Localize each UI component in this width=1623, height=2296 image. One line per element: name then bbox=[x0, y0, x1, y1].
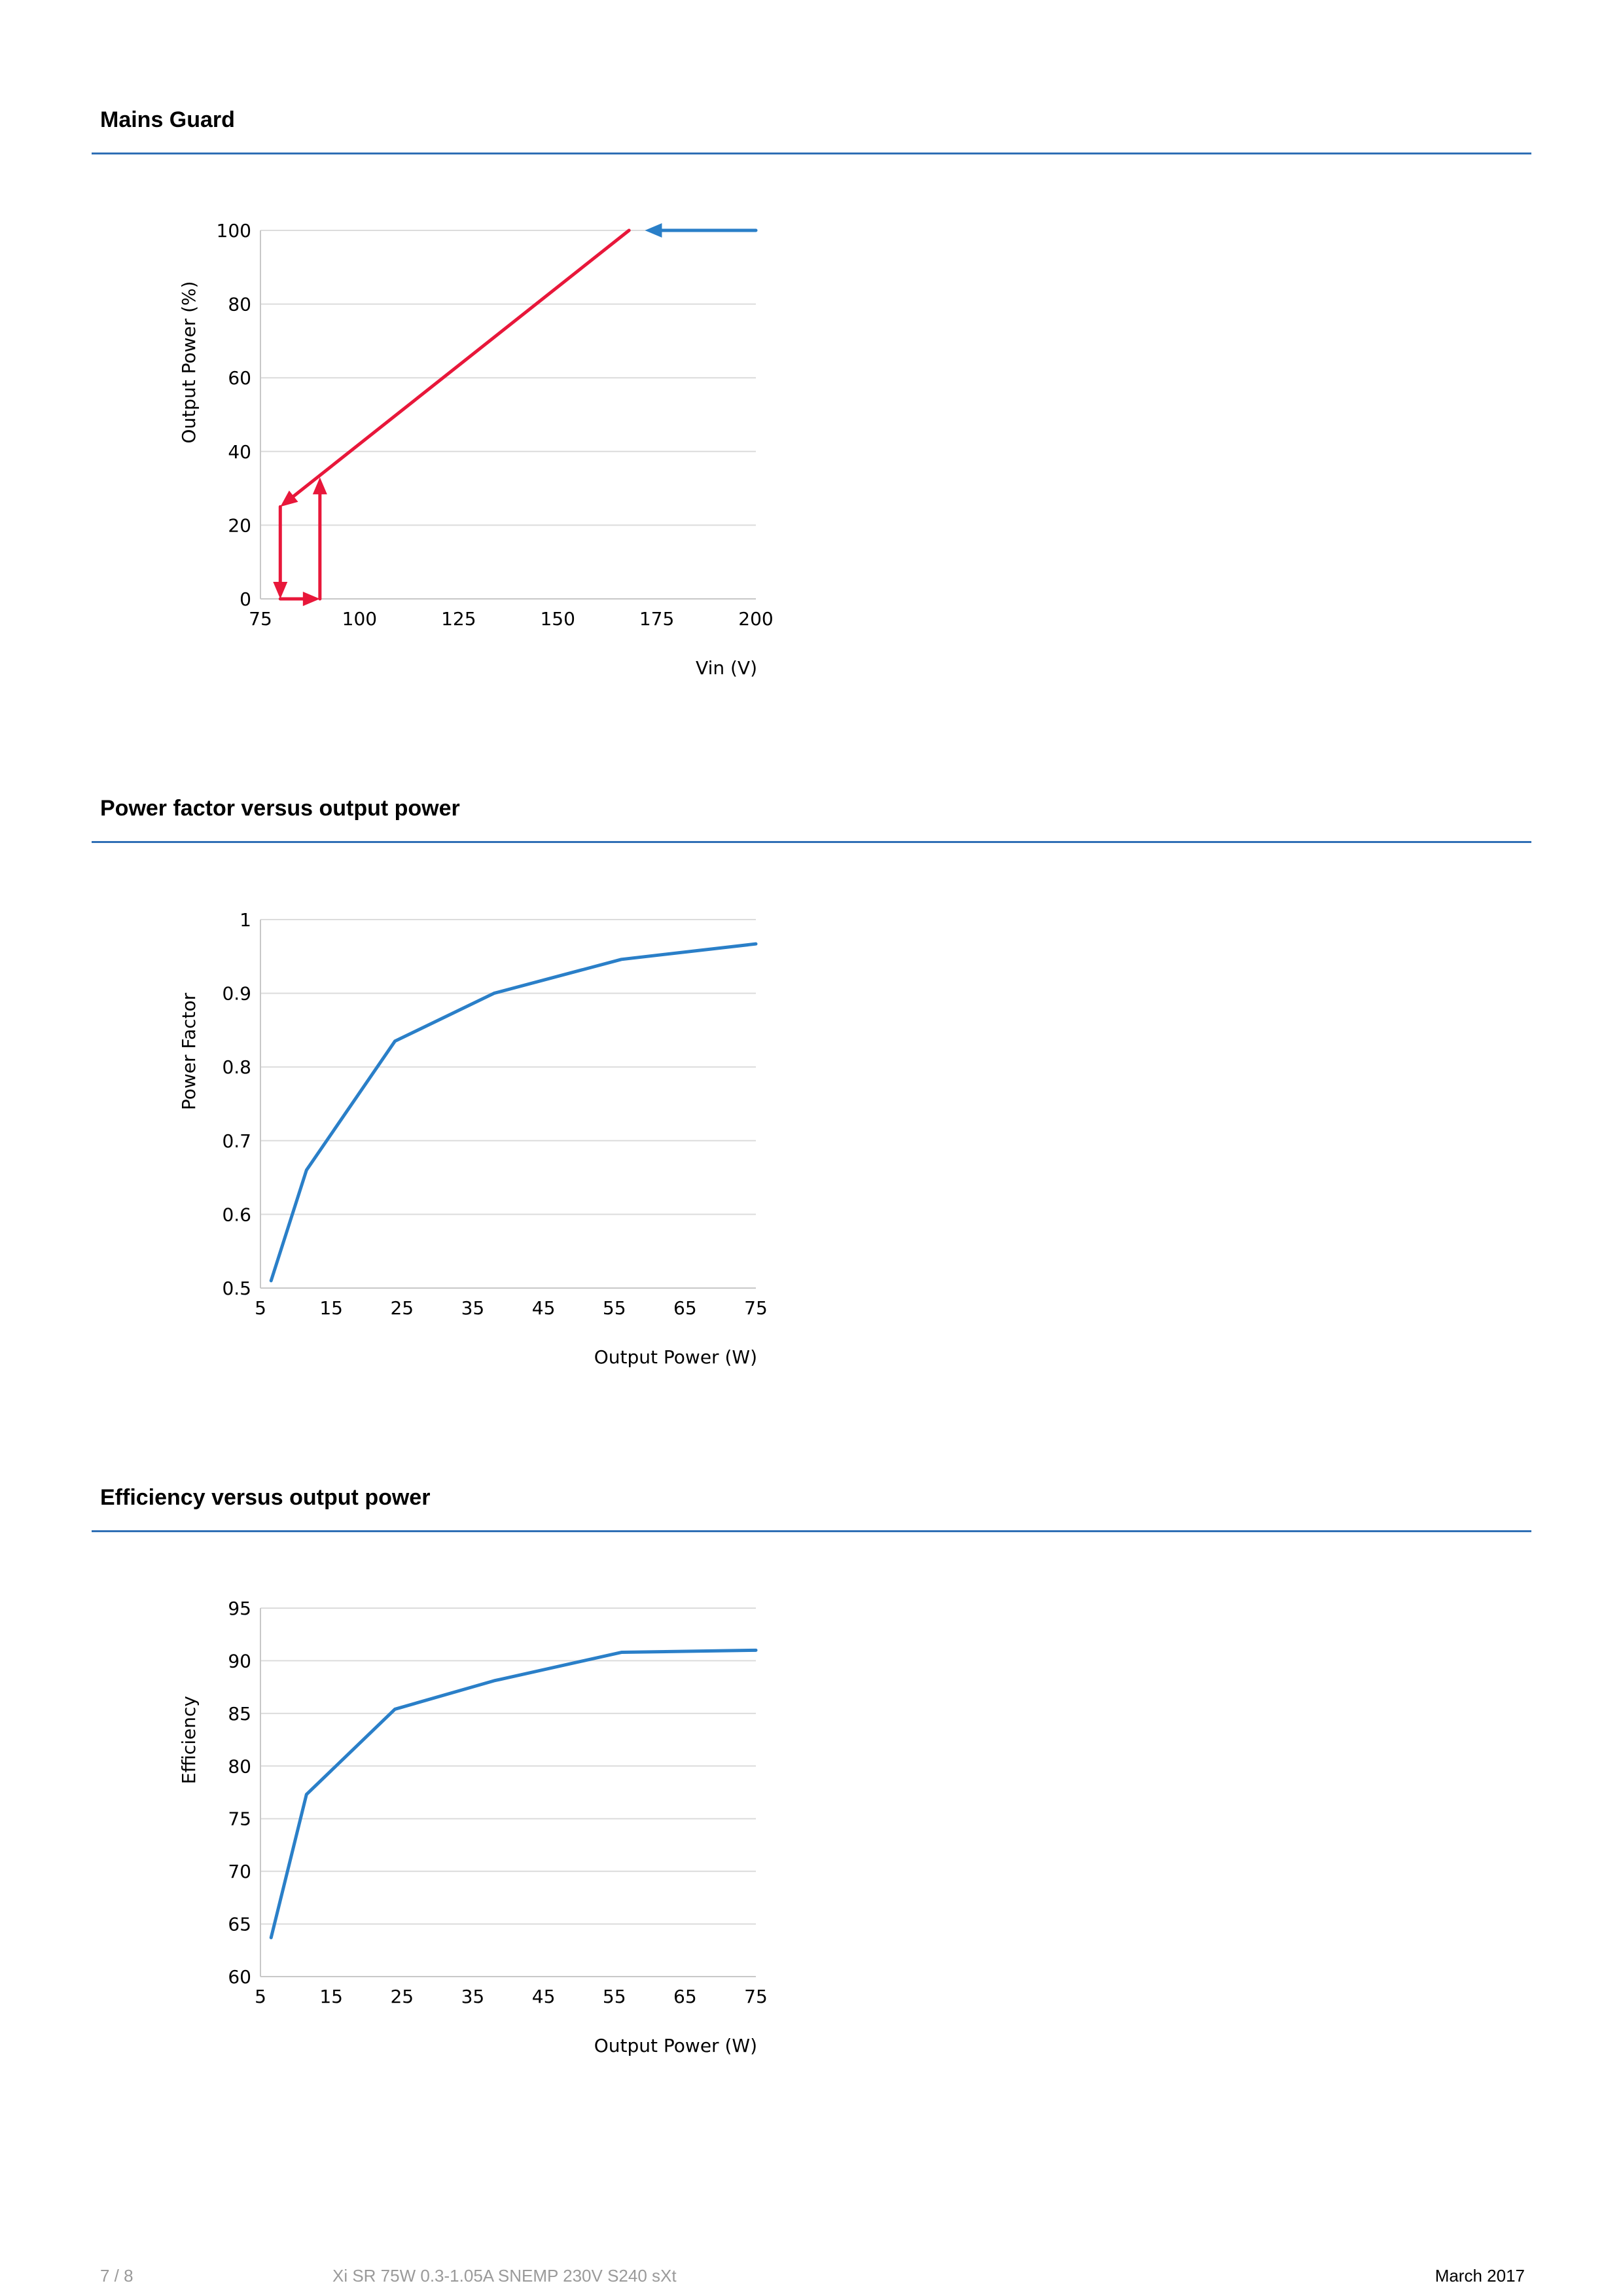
x-tick-label: 5 bbox=[255, 1986, 266, 2007]
y-tick-label: 20 bbox=[228, 514, 251, 536]
y-tick-label: 60 bbox=[228, 1966, 251, 1988]
x-tick-label: 35 bbox=[461, 1297, 485, 1319]
product-name: Xi SR 75W 0.3-1.05A SNEMP 230V S240 sXt bbox=[332, 2266, 677, 2286]
arrow-head bbox=[273, 582, 288, 599]
y-tick-label: 1 bbox=[240, 909, 251, 931]
arrow-head bbox=[312, 477, 327, 495]
page-number: 7 / 8 bbox=[100, 2266, 134, 2286]
x-tick-label: 200 bbox=[738, 608, 773, 630]
x-tick-label: 35 bbox=[461, 1986, 485, 2007]
y-tick-label: 80 bbox=[228, 1755, 251, 1777]
y-tick-label: 0.9 bbox=[222, 983, 251, 1005]
y-tick-label: 80 bbox=[228, 294, 251, 315]
series-line bbox=[269, 1648, 758, 1939]
y-tick-label: 0.7 bbox=[222, 1130, 251, 1152]
x-tick-label: 45 bbox=[532, 1297, 556, 1319]
y-tick-label: 85 bbox=[228, 1703, 251, 1725]
series-line bbox=[269, 942, 758, 1283]
arrow-head bbox=[645, 223, 662, 238]
series-segment bbox=[287, 228, 631, 501]
y-tick-label: 0.6 bbox=[222, 1204, 251, 1225]
x-tick-label: 5 bbox=[255, 1297, 266, 1319]
y-tick-label: 95 bbox=[228, 1598, 251, 1619]
x-tick-label: 65 bbox=[673, 1297, 697, 1319]
arrow-head bbox=[302, 592, 320, 606]
section-title-efficiency: Efficiency versus output power bbox=[100, 1485, 431, 1510]
y-tick-label: 75 bbox=[228, 1808, 251, 1830]
x-tick-label: 55 bbox=[603, 1986, 626, 2007]
x-tick-label: 75 bbox=[249, 608, 272, 630]
y-tick-label: 0 bbox=[240, 588, 251, 610]
y-tick-label: 70 bbox=[228, 1861, 251, 1882]
x-axis-title: Output Power (W) bbox=[594, 2035, 757, 2056]
y-tick-label: 40 bbox=[228, 441, 251, 463]
x-tick-label: 75 bbox=[744, 1986, 768, 2007]
arrow-head bbox=[280, 490, 298, 507]
x-tick-label: 15 bbox=[319, 1297, 343, 1319]
section-divider bbox=[92, 152, 1531, 154]
y-tick-label: 65 bbox=[228, 1914, 251, 1935]
x-tick-label: 175 bbox=[639, 608, 674, 630]
y-axis-title: Power Factor bbox=[178, 992, 200, 1110]
y-axis-title: Efficiency bbox=[178, 1696, 200, 1784]
x-tick-label: 100 bbox=[342, 608, 377, 630]
section-title-mains-guard: Mains Guard bbox=[100, 107, 235, 132]
section-divider bbox=[92, 1530, 1531, 1532]
x-tick-label: 55 bbox=[603, 1297, 626, 1319]
x-axis-title: Output Power (W) bbox=[594, 1346, 757, 1368]
y-axis-title: Output Power (%) bbox=[178, 281, 200, 443]
x-tick-label: 150 bbox=[540, 608, 575, 630]
x-tick-label: 15 bbox=[319, 1986, 343, 2007]
x-tick-label: 125 bbox=[441, 608, 476, 630]
x-tick-label: 25 bbox=[390, 1986, 414, 2007]
section-divider bbox=[92, 841, 1531, 843]
x-tick-label: 75 bbox=[744, 1297, 768, 1319]
section-title-power-factor: Power factor versus output power bbox=[100, 796, 460, 821]
x-tick-label: 25 bbox=[390, 1297, 414, 1319]
y-tick-label: 100 bbox=[217, 220, 251, 242]
y-tick-label: 90 bbox=[228, 1650, 251, 1672]
y-tick-label: 0.5 bbox=[222, 1278, 251, 1299]
x-tick-label: 65 bbox=[673, 1986, 697, 2007]
y-tick-label: 0.8 bbox=[222, 1056, 251, 1078]
x-axis-title: Vin (V) bbox=[696, 657, 757, 679]
y-tick-label: 60 bbox=[228, 367, 251, 389]
x-tick-label: 45 bbox=[532, 1986, 556, 2007]
document-date: March 2017 bbox=[1435, 2266, 1525, 2286]
